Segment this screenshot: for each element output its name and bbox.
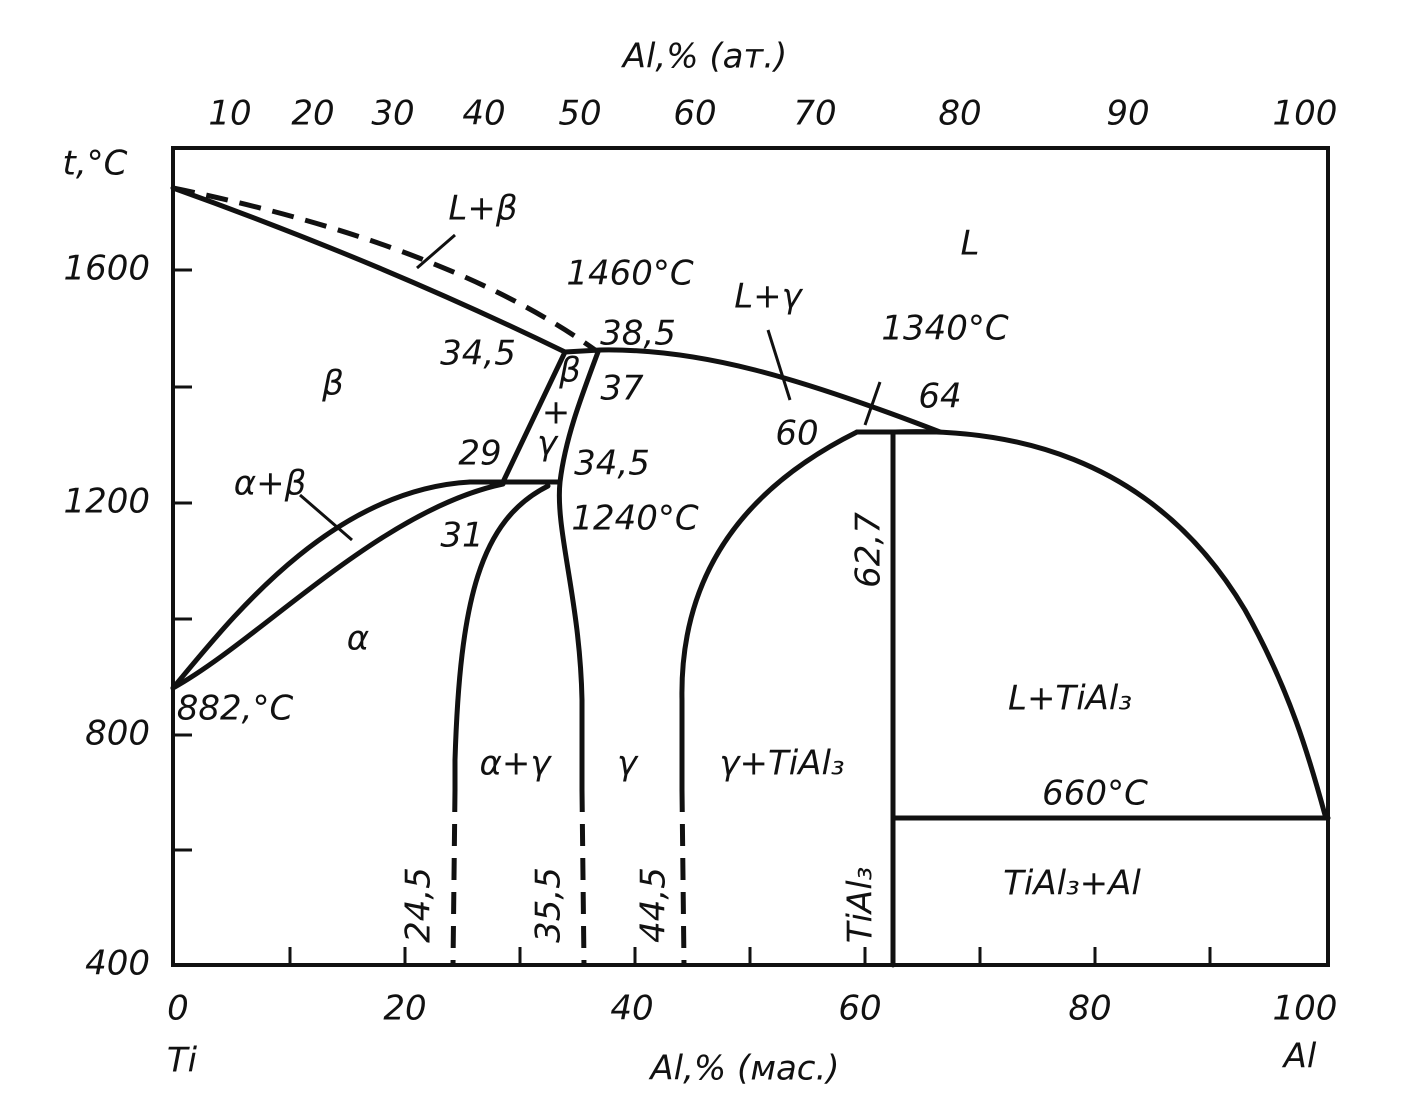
left-tick-label: 800 — [85, 714, 150, 754]
top-tick-label: 30 — [371, 94, 414, 134]
region-label: 34,5 — [574, 444, 650, 484]
axis-ticks — [173, 268, 1212, 965]
region-label: 35,5 — [529, 867, 569, 943]
top-tick-label: 70 — [793, 94, 836, 134]
region-label: TiAl₃+Al — [1003, 864, 1141, 904]
top-tick-label: 40 — [462, 94, 505, 134]
region-label: L — [961, 224, 980, 264]
region-label: γ — [537, 424, 559, 464]
bottom-tick-label: 60 — [838, 989, 881, 1029]
region-label: 1460°C — [566, 254, 694, 294]
region-label: 1340°C — [881, 309, 1009, 349]
region-label: 37 — [600, 369, 644, 409]
left-tick-label: 400 — [85, 944, 150, 984]
region-label: β — [558, 351, 581, 391]
region-label: β — [321, 364, 344, 404]
region-label: 38,5 — [600, 314, 676, 354]
region-label: 64 — [918, 377, 961, 417]
region-label: 1240°C — [571, 499, 699, 539]
region-label: γ — [617, 744, 639, 784]
bottom-tick-label: 100 — [1273, 989, 1338, 1029]
region-label: 29 — [458, 434, 501, 474]
region-label: 34,5 — [440, 334, 516, 374]
left-axis-title: t,°C — [63, 144, 128, 184]
bottom-tick-label: 20 — [383, 989, 426, 1029]
frame — [171, 146, 1330, 967]
top-tick-label: 60 — [673, 94, 716, 134]
region-label: α — [347, 619, 369, 659]
region-label: 660°C — [1042, 774, 1148, 814]
region-label: 62,7 — [849, 512, 889, 588]
top-tick-label: 90 — [1106, 94, 1149, 134]
top-axis-title: Al,% (ат.) — [621, 37, 788, 77]
region-label: L+β — [448, 189, 517, 229]
region-label: γ+TiAl₃ — [719, 744, 844, 784]
region-label: 44,5 — [634, 867, 674, 943]
region-label: 60 — [775, 414, 818, 454]
top-tick-label: 50 — [558, 94, 601, 134]
bottom-tick-label: 0 — [167, 989, 189, 1029]
region-label: L+γ — [734, 277, 803, 317]
bottom-axis-title: Al,% (мас.) — [648, 1049, 839, 1089]
left-end-label: Ti — [167, 1041, 198, 1081]
top-tick-label: 10 — [208, 94, 251, 134]
top-tick-label: 100 — [1273, 94, 1338, 134]
region-label: L+TiAl₃ — [1008, 679, 1132, 719]
region-label: α+γ — [479, 744, 552, 784]
region-label: TiAl₃ — [841, 867, 881, 944]
region-label: 31 — [440, 516, 483, 556]
bottom-tick-label: 40 — [610, 989, 653, 1029]
bottom-tick-label: 80 — [1068, 989, 1111, 1029]
left-tick-label: 1200 — [63, 482, 150, 522]
left-tick-label: 1600 — [63, 249, 150, 289]
top-tick-label: 20 — [291, 94, 334, 134]
phase-boundaries — [170, 185, 1331, 968]
right-end-label: Al — [1282, 1037, 1317, 1077]
top-tick-label: 80 — [938, 94, 981, 134]
region-label: 24,5 — [399, 867, 439, 943]
region-label: + — [542, 393, 571, 433]
region-label: 882,°C — [177, 689, 294, 729]
region-label: α+β — [234, 464, 307, 504]
